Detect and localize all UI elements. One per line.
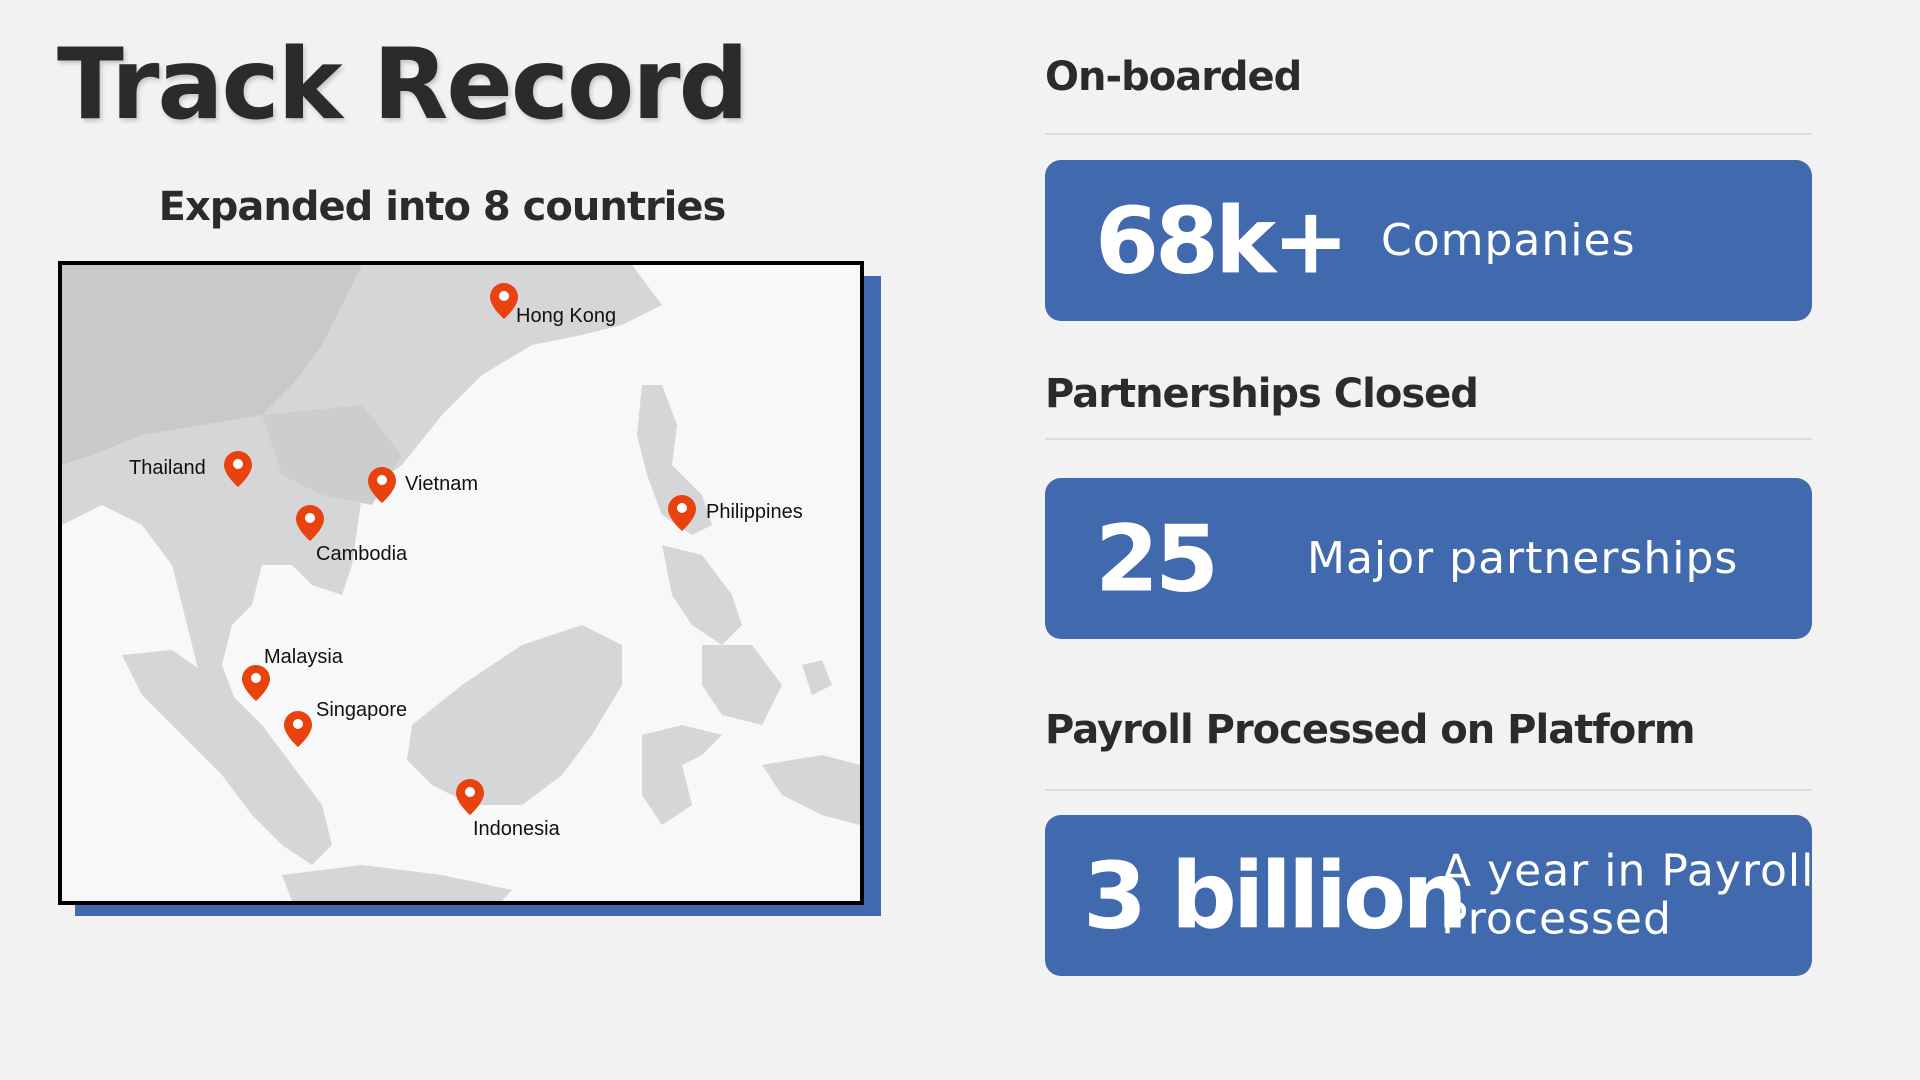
map-heading: Expanded into 8 countries [158, 184, 727, 230]
pin-label-philippines: Philippines [706, 501, 803, 523]
divider [1045, 438, 1812, 440]
stat-description-line: Processed [1441, 893, 1672, 945]
stat-value: 3 billion [1083, 842, 1468, 949]
map-landmass [62, 265, 860, 901]
pin-label-vietnam: Vietnam [405, 473, 479, 495]
pin-label-cambodia: Cambodia [316, 543, 408, 565]
section-heading-payroll: Payroll Processed on Platform [1045, 707, 1696, 753]
pin-label-thailand: Thailand [129, 457, 206, 479]
stat-description: A year in Payroll Processed [1441, 845, 1815, 945]
map-pin-icon [456, 779, 484, 815]
pin-label-indonesia: Indonesia [473, 818, 560, 840]
stat-value: 68k+ [1095, 187, 1349, 294]
pin-label-malaysia: Malaysia [264, 646, 343, 668]
stat-card-partnerships: 25 Major partnerships [1045, 478, 1812, 639]
section-heading-partnerships: Partnerships Closed [1045, 371, 1479, 417]
section-heading-onboarded: On-boarded [1045, 54, 1302, 100]
pin-label-singapore: Singapore [316, 699, 408, 721]
divider [1045, 133, 1812, 135]
stat-value: 25 [1095, 505, 1219, 612]
pin-label-hong-kong: Hong Kong [516, 305, 617, 327]
map-pin-icon [668, 495, 696, 531]
map-pin-icon [242, 665, 270, 701]
map-pin-icon [490, 283, 518, 319]
map-pin-icon [368, 467, 396, 503]
stat-description-line: A year in Payroll [1441, 845, 1815, 897]
map-pin-icon [224, 451, 252, 487]
map-pin-icon [284, 711, 312, 747]
map-pin-icon [296, 505, 324, 541]
divider [1045, 789, 1812, 791]
stat-card-companies: 68k+ Companies [1045, 160, 1812, 321]
stat-description: Companies [1381, 214, 1636, 266]
page-title: Track Record [57, 28, 749, 142]
stat-description: Major partnerships [1307, 532, 1739, 584]
stat-card-payroll: 3 billion A year in Payroll Processed [1045, 815, 1815, 976]
map: Hong Kong Thailand Vietnam Cambodia Phil… [58, 261, 864, 905]
